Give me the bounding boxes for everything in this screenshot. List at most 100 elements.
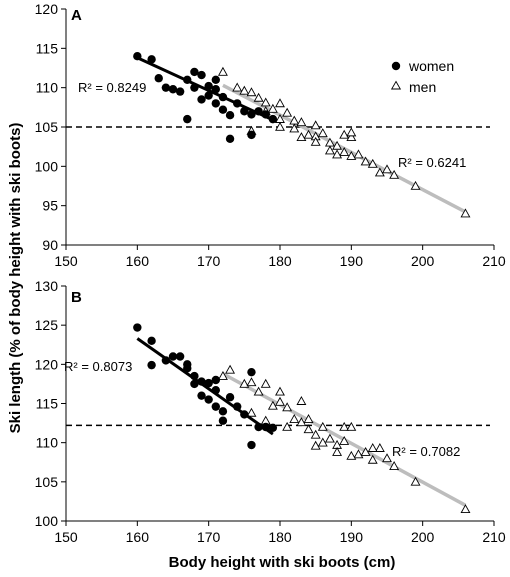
men-point-a-25 [374,167,385,177]
women-point-b-14 [211,402,220,411]
men-point-a-4 [253,92,264,102]
men-point-a-28 [410,180,421,190]
men-point-b-31 [282,402,293,412]
women-point-a-19 [225,111,235,120]
r2-label-men-a: R² = 0.6241 [398,155,466,170]
women-point-a-8 [190,67,199,77]
men-point-b-14 [310,440,321,450]
r2-label-women-a: R² = 0.8249 [78,80,146,95]
x-tick-label-b-3: 180 [268,529,292,545]
y-tick-label-a-2: 100 [35,158,59,174]
y-tick-label-b-1: 105 [35,474,59,490]
men-point-b-10 [289,414,300,423]
men-point-a-38 [346,150,357,160]
men-point-b-34 [317,437,328,447]
men-point-b-8 [275,386,285,396]
men-point-b-32 [296,396,307,405]
men-point-a-29 [460,208,471,218]
women-point-a-6 [183,114,192,124]
women-point-a-3 [161,83,171,92]
x-tick-label-a-6: 210 [482,253,506,269]
women-point-a-4 [168,85,178,94]
panel-label-a: A [71,7,82,24]
men-point-a-9 [282,107,293,117]
panel-b: 100 105 110 115 120 125 130 150 160 170 180 190 200 2… [35,278,506,545]
panel-a: 90 95 100 105 110 115 120 150 160 170 180 190 200 210 [35,1,506,269]
men-point-a-26 [382,164,392,174]
women-point-a-14 [211,75,220,85]
women-point-b-4 [168,352,178,361]
men-point-b-12 [303,414,314,423]
women-point-b-0 [133,323,142,332]
y-tick-label-b-0: 100 [35,513,59,529]
women-point-a-13 [204,91,213,100]
women-point-a-18 [225,134,235,143]
y-tick-label-b-6: 130 [35,278,59,294]
r2-label-women-b: R² = 0.8073 [64,359,132,374]
men-point-a-22 [353,149,364,159]
men-point-a-23 [360,156,371,166]
men-point-a-24 [367,158,378,168]
x-tick-label-a-2: 170 [197,253,221,269]
men-point-a-6 [267,103,278,113]
men-point-a-18 [339,129,350,139]
men-point-b-0 [217,370,228,380]
women-point-a-22 [247,130,256,140]
men-point-b-16 [324,433,335,443]
men-point-b-6 [267,400,278,410]
women-point-a-5 [175,87,185,96]
men-point-a-15 [317,128,328,138]
legend-label-men: men [409,79,436,95]
men-point-b-2 [239,378,250,388]
x-tick-label-b-0: 150 [54,529,78,545]
x-axis-title: Body height with ski boots (cm) [169,554,396,571]
y-tick-label-a-1: 95 [42,198,58,214]
x-tick-label-a-1: 160 [126,253,150,269]
men-point-b-5 [260,378,271,388]
men-point-a-36 [324,145,335,155]
x-tick-label-a-3: 180 [268,253,292,269]
men-point-b-20 [346,421,357,431]
y-tick-label-a-3: 105 [35,119,59,135]
men-point-a-35 [310,136,321,146]
panel-label-b: B [71,289,82,306]
men-point-b-3 [246,377,257,387]
men-point-b-28 [460,504,471,514]
men-point-b-24 [374,443,385,452]
men-point-a-19 [339,147,350,156]
men-point-b-4 [253,386,264,396]
men-point-b-11 [296,417,307,427]
men-point-b-25 [382,453,392,463]
women-point-a-11 [197,95,206,104]
men-point-a-1 [232,82,243,92]
women-point-b-18 [225,393,235,402]
men-point-a-12 [303,129,314,139]
y-tick-label-b-2: 110 [36,435,59,451]
men-point-a-5 [260,97,271,107]
x-tick-label-a-4: 190 [340,253,364,269]
women-point-a-10 [197,70,206,80]
men-point-b-15 [317,421,328,431]
men-point-a-17 [332,140,343,150]
women-point-a-16 [218,105,228,114]
men-point-b-37 [367,443,378,452]
women-point-b-5 [175,352,185,361]
r2-label-men-b: R² = 0.7082 [392,444,460,459]
y-tick-label-a-0: 90 [42,237,58,253]
men-point-a-7 [275,98,285,108]
women-point-b-13 [204,395,213,404]
x-tick-label-b-2: 170 [197,529,221,545]
men-point-b-9 [282,421,293,431]
women-point-a-15 [211,99,220,108]
men-point-b-29 [246,407,257,417]
women-point-b-25 [268,423,278,432]
men-point-b-13 [310,429,321,439]
men-point-a-3 [246,87,257,97]
y-tick-label-a-5: 115 [36,40,59,56]
men-point-a-27 [389,169,400,179]
women-point-b-11 [197,391,206,400]
men-point-a-0 [217,66,228,76]
men-point-b-27 [410,476,421,486]
women-point-b-22 [247,440,256,450]
x-tick-label-b-4: 190 [340,529,364,545]
